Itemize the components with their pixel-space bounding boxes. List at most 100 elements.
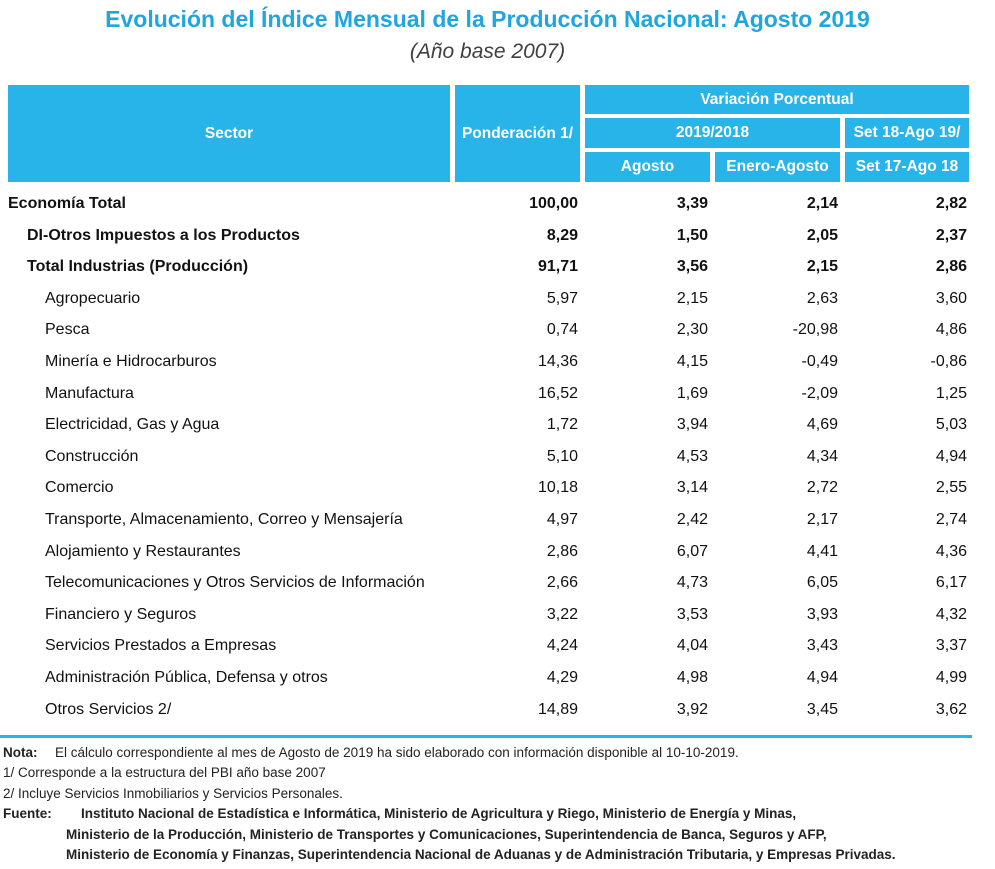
- cell-value: 3,45: [806, 700, 838, 718]
- cell-value: -0,49: [801, 353, 838, 370]
- cell-value: 5,03: [935, 416, 967, 434]
- cell-value: 0,74: [546, 321, 578, 339]
- cell-value: 4,29: [546, 669, 578, 686]
- cell-value: 14,89: [537, 700, 578, 718]
- cell-value: 4,97: [546, 511, 578, 528]
- row-label: Manufactura: [45, 384, 134, 402]
- cell-value: 2,66: [546, 574, 578, 592]
- cell-value: 1,69: [676, 384, 708, 402]
- cell-value: 3,53: [676, 605, 708, 623]
- title: Evolución del Índice Mensual de la Produ…: [105, 6, 870, 32]
- source-label: Fuente:: [3, 806, 52, 821]
- row-label: Servicios Prestados a Empresas: [45, 637, 277, 655]
- cell-value: 4,04: [676, 637, 708, 655]
- row-label: Otros Servicios 2/: [45, 700, 172, 718]
- cell-value: 3,62: [935, 700, 967, 718]
- header-period: Set 18-Ago 19/: [845, 118, 969, 148]
- cell-value: 6,05: [806, 574, 838, 592]
- header-month: Agosto: [585, 152, 710, 182]
- row-label: Economía Total: [8, 195, 126, 212]
- cell-value: -20,98: [792, 321, 838, 339]
- row-label: Financiero y Seguros: [45, 605, 197, 623]
- cell-value: 2,30: [676, 321, 708, 339]
- note-label: Nota:: [3, 745, 38, 760]
- cell-value: 2,14: [806, 195, 838, 212]
- header-sector: Sector: [8, 85, 450, 182]
- row-label: Comercio: [45, 479, 114, 497]
- cell-value: 91,71: [537, 258, 578, 276]
- cell-value: 6,17: [935, 574, 967, 592]
- cell-value: 3,37: [935, 637, 967, 655]
- cell-value: 8,29: [546, 226, 578, 244]
- cell-value: 4,15: [676, 353, 708, 370]
- cell-value: 4,34: [806, 447, 838, 465]
- source-line: Instituto Nacional de Estadística e Info…: [81, 806, 797, 821]
- cell-value: 3,93: [806, 605, 838, 623]
- cell-value: 3,39: [676, 195, 708, 212]
- row-label: Transporte, Almacenamiento, Correo y Men…: [45, 511, 403, 528]
- cell-value: 3,60: [935, 289, 967, 307]
- cell-value: 16,52: [537, 384, 578, 402]
- cell-value: 3,94: [676, 416, 708, 434]
- cell-value: 14,36: [537, 353, 578, 370]
- cell-value: 2,86: [546, 542, 578, 560]
- cell-value: 4,94: [935, 447, 967, 465]
- cell-value: 4,53: [676, 447, 708, 465]
- cell-value: 2,42: [676, 511, 708, 528]
- cell-value: -2,09: [801, 384, 838, 402]
- cell-value: 4,24: [546, 637, 578, 655]
- cell-value: 2,74: [935, 511, 967, 528]
- row-label: DI-Otros Impuestos a los Productos: [27, 226, 300, 244]
- cell-value: 100,00: [529, 195, 578, 212]
- cell-value: 3,43: [806, 637, 838, 655]
- cell-value: 2,05: [806, 226, 838, 244]
- cell-value: -0,86: [930, 353, 967, 370]
- cell-value: 1,72: [546, 416, 578, 434]
- header-ytd: Enero-Agosto: [715, 152, 840, 182]
- cell-value: 2,72: [806, 479, 838, 497]
- cell-value: 3,56: [676, 258, 708, 276]
- cell-value: 4,94: [806, 669, 838, 686]
- cell-value: 2,82: [935, 195, 967, 212]
- cell-value: 4,69: [806, 416, 838, 434]
- cell-value: 2,55: [935, 479, 967, 497]
- row-label: Construcción: [45, 447, 139, 465]
- source-line: Ministerio de la Producción, Ministerio …: [66, 826, 827, 842]
- cell-value: 4,41: [806, 542, 838, 560]
- cell-value: 4,99: [935, 669, 967, 686]
- cell-value: 6,07: [676, 542, 708, 560]
- header-period: 2019/2018: [585, 118, 840, 148]
- cell-value: 2,15: [806, 258, 838, 276]
- note-text: El cálculo correspondiente al mes de Ago…: [55, 745, 739, 760]
- header-variation: Variación Porcentual: [585, 85, 969, 114]
- row-label: Administración Pública, Defensa y otros: [45, 669, 328, 686]
- header-period: Set 17-Ago 18: [845, 152, 969, 182]
- row-label: Alojamiento y Restaurantes: [45, 542, 241, 560]
- cell-value: 1,25: [935, 384, 967, 402]
- cell-value: 2,15: [676, 289, 708, 307]
- cell-value: 4,32: [935, 605, 967, 623]
- cell-value: 2,37: [935, 226, 967, 244]
- cell-value: 4,98: [676, 669, 708, 686]
- cell-value: 4,36: [935, 542, 967, 560]
- source-line: Ministerio de Economía y Finanzas, Super…: [66, 847, 896, 862]
- cell-value: 10,18: [537, 479, 578, 497]
- cell-value: 2,17: [806, 511, 838, 528]
- footnote: 2/ Incluye Servicios Inmobiliarios y Ser…: [3, 786, 343, 801]
- row-label: Total Industrias (Producción): [27, 258, 249, 276]
- cell-value: 2,86: [935, 258, 967, 276]
- cell-value: 3,92: [676, 700, 708, 718]
- rule: [0, 735, 972, 738]
- row-label: Electricidad, Gas y Agua: [45, 416, 220, 434]
- cell-value: 5,10: [546, 447, 578, 465]
- row-label: Minería e Hidrocarburos: [45, 353, 217, 370]
- cell-value: 1,50: [676, 226, 708, 244]
- subtitle: (Año base 2007): [409, 40, 566, 63]
- cell-value: 3,14: [676, 479, 708, 497]
- row-label: Pesca: [45, 321, 90, 339]
- footnote: 1/ Corresponde a la estructura del PBI a…: [3, 765, 326, 780]
- cell-value: 5,97: [546, 289, 578, 307]
- cell-value: 3,22: [546, 605, 578, 623]
- header-weight: Ponderación 1/: [455, 85, 580, 182]
